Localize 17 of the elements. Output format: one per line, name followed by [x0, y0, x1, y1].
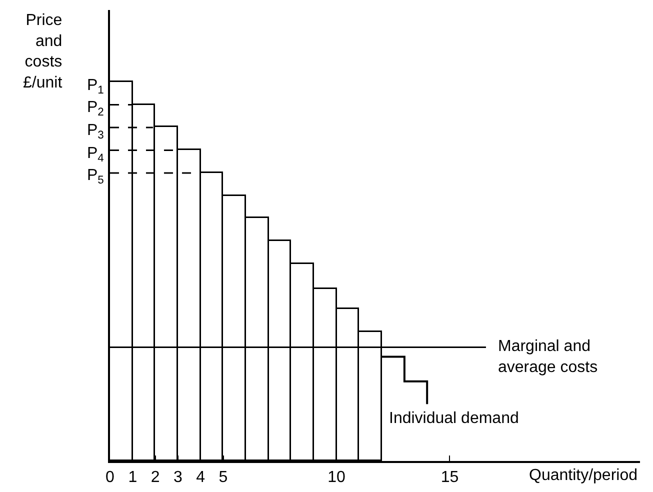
text: P$_{2}$ — [87, 99, 104, 118]
x-tick-label: 0 — [106, 468, 115, 486]
x-tick-label: 15 — [440, 468, 459, 486]
series-label: Individual demand — [389, 410, 519, 427]
x-tick-label: 1 — [128, 468, 138, 486]
y-axis-title: Price and costs £/unit — [23, 12, 63, 92]
text: P$_{3}$ — [87, 122, 104, 142]
text: P$_{1}$ — [87, 77, 104, 96]
x-tick-label: 5 — [218, 468, 228, 486]
x-tick-label: 10 — [328, 468, 346, 486]
x-tick-label: 4 — [196, 468, 206, 486]
text: P$_{4}$ — [87, 145, 104, 164]
series-label: Marginal and average costs — [498, 338, 598, 376]
x-axis-title: Quantity/period — [529, 467, 638, 484]
text: P$_{5}$ — [87, 167, 104, 186]
x-tick-label: 2 — [150, 468, 160, 486]
x-tick-label: 3 — [173, 468, 182, 486]
